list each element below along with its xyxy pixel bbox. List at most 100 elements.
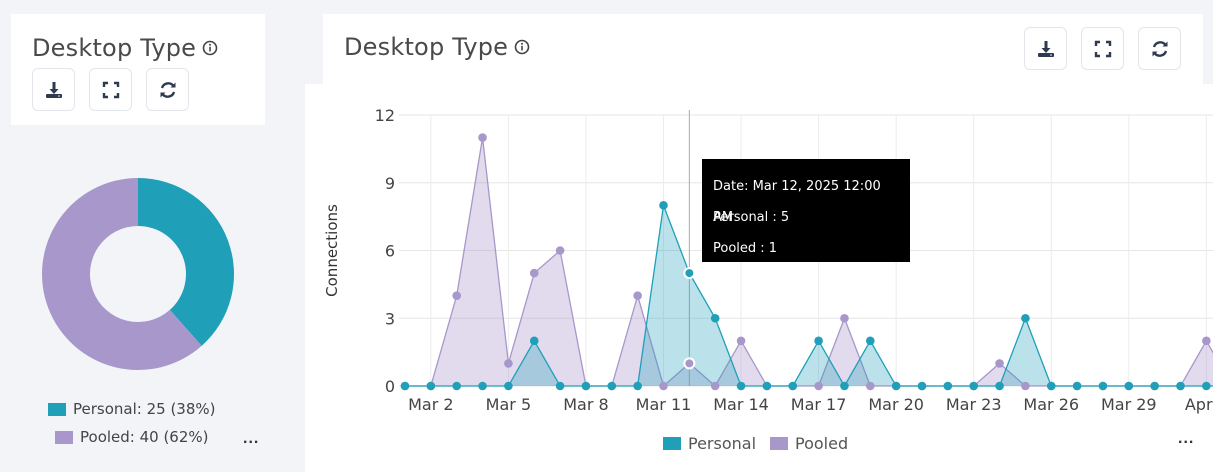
refresh-button[interactable]	[1138, 27, 1181, 70]
donut-slice-pooled[interactable]	[41, 178, 202, 370]
donut-slice-personal[interactable]	[138, 178, 234, 346]
x-tick-label: Mar 2	[408, 395, 453, 414]
info-icon[interactable]	[514, 39, 530, 55]
chart-legend: Personal Pooled	[663, 434, 862, 453]
data-point-pooled[interactable]	[1202, 336, 1211, 346]
data-point-personal[interactable]	[891, 381, 901, 391]
legend-label-pooled: Pooled: 40 (62%)	[80, 428, 209, 446]
chart-legend-swatch-personal	[663, 437, 681, 450]
data-point-personal[interactable]	[1176, 381, 1185, 391]
data-point-personal[interactable]	[400, 381, 410, 391]
data-point-personal[interactable]	[969, 381, 978, 391]
chart-legend-pooled[interactable]: Pooled	[770, 434, 848, 453]
right-widget-header: Desktop Type	[323, 14, 1203, 84]
data-point-personal[interactable]	[1150, 381, 1159, 391]
data-point-personal[interactable]	[478, 381, 487, 391]
right-widget: Desktop Type	[305, 0, 1213, 472]
data-point-pooled[interactable]	[659, 381, 668, 391]
data-point-personal[interactable]	[659, 201, 668, 210]
data-point-pooled[interactable]	[710, 381, 720, 391]
legend-item-personal[interactable]: Personal: 25 (38%)	[48, 400, 216, 418]
data-point-personal[interactable]	[788, 381, 798, 391]
y-tick-label: 12	[375, 106, 395, 125]
data-point-pooled[interactable]	[633, 291, 642, 300]
data-point-pooled[interactable]	[736, 336, 746, 346]
data-point-personal[interactable]	[736, 381, 746, 391]
data-point-pooled[interactable]	[814, 381, 823, 391]
chart-legend-swatch-pooled	[770, 437, 789, 450]
x-tick-label: Mar 8	[563, 395, 608, 414]
x-tick-label: Mar 14	[713, 395, 769, 414]
chart-tooltip: Date: Mar 12, 2025 12:00 AM Personal : 5…	[702, 159, 910, 262]
download-button[interactable]	[1024, 27, 1067, 70]
download-button[interactable]	[32, 68, 75, 111]
x-tick-label: Mar 17	[791, 395, 847, 414]
legend-swatch-personal	[48, 402, 66, 416]
legend-item-pooled[interactable]: Pooled: 40 (62%)	[55, 428, 209, 446]
data-point-personal[interactable]	[555, 381, 565, 391]
data-point-pooled[interactable]	[840, 313, 849, 323]
data-point-personal[interactable]	[1202, 381, 1211, 391]
data-point-personal[interactable]	[607, 381, 617, 391]
data-point-pooled[interactable]	[866, 381, 875, 391]
x-tick-label: Mar 11	[636, 395, 692, 414]
data-point-pooled[interactable]	[555, 246, 565, 255]
donut-chart	[41, 178, 234, 370]
data-point-personal[interactable]	[581, 381, 591, 391]
data-point-pooled[interactable]	[1021, 381, 1030, 391]
chart-legend-personal[interactable]: Personal	[663, 434, 756, 453]
data-point-personal[interactable]	[1046, 381, 1056, 391]
y-tick-label: 9	[385, 174, 395, 193]
data-point-personal[interactable]	[710, 313, 720, 323]
data-point-personal[interactable]	[1124, 381, 1134, 391]
info-icon[interactable]	[202, 40, 218, 56]
data-point-personal[interactable]	[426, 381, 436, 391]
more-options-icon[interactable]: ...	[1178, 430, 1195, 447]
data-point-personal[interactable]	[1021, 313, 1030, 323]
expand-button[interactable]	[1081, 27, 1124, 70]
data-point-pooled[interactable]	[452, 291, 461, 300]
tooltip-pooled: Pooled : 1	[713, 241, 778, 256]
chart-legend-label-personal: Personal	[688, 434, 757, 453]
refresh-icon	[1152, 40, 1167, 57]
area-chart-container: 0 3 6 9 12 Mar 2 Mar 5 Mar 8 Mar 11 Mar 14 Mar 17 M…	[305, 84, 1213, 472]
data-point-pooled[interactable]	[504, 359, 513, 368]
tooltip-date: Date: Mar 12, 2025 12:00 AM	[713, 179, 881, 225]
legend-label-personal: Personal: 25 (38%)	[73, 400, 216, 418]
expand-icon	[1094, 40, 1111, 57]
refresh-icon	[160, 81, 175, 98]
data-point-personal[interactable]	[866, 336, 875, 346]
y-tick-label: 0	[385, 377, 395, 396]
data-point-personal[interactable]	[762, 381, 772, 391]
data-point-personal[interactable]	[1072, 381, 1082, 391]
x-tick-label: Mar 29	[1101, 395, 1157, 414]
data-point-personal[interactable]	[917, 381, 927, 391]
data-point-personal[interactable]	[504, 381, 513, 391]
left-widget: Desktop Type	[0, 0, 284, 472]
download-icon	[45, 81, 62, 98]
expand-icon	[102, 81, 119, 98]
chart-legend-label-pooled: Pooled	[795, 434, 849, 453]
data-point-pooled[interactable]	[529, 268, 539, 278]
data-point-personal[interactable]	[995, 381, 1004, 391]
data-point-personal[interactable]	[683, 267, 696, 280]
tooltip-personal: Personal : 5	[713, 210, 790, 225]
more-options-icon[interactable]: ...	[243, 430, 260, 447]
x-tick-label: Mar 20	[868, 395, 924, 414]
data-point-personal[interactable]	[840, 381, 849, 391]
data-point-pooled[interactable]	[995, 359, 1004, 368]
data-point-pooled[interactable]	[683, 357, 696, 370]
data-point-pooled[interactable]	[478, 133, 487, 142]
x-tick-label: Apr 1	[1185, 395, 1213, 414]
data-point-personal[interactable]	[633, 381, 642, 391]
data-point-personal[interactable]	[814, 336, 823, 346]
area-fill-pooled	[405, 137, 1213, 386]
data-point-personal[interactable]	[943, 381, 953, 391]
data-point-personal[interactable]	[529, 336, 539, 346]
left-widget-header: Desktop Type	[11, 14, 265, 125]
expand-button[interactable]	[89, 68, 132, 111]
refresh-button[interactable]	[146, 68, 189, 111]
legend-swatch-pooled	[55, 430, 73, 444]
data-point-personal[interactable]	[452, 381, 461, 391]
data-point-personal[interactable]	[1098, 381, 1108, 391]
